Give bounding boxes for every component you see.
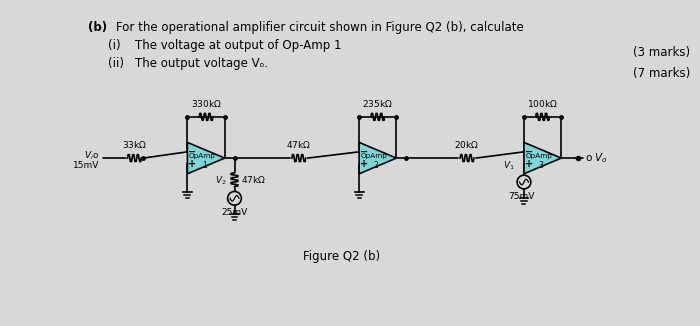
Text: 1: 1 xyxy=(202,161,206,170)
Polygon shape xyxy=(359,142,396,174)
Text: 33k$\Omega$: 33k$\Omega$ xyxy=(122,139,147,150)
Text: 3: 3 xyxy=(538,161,543,170)
Text: The voltage at output of Op-Amp 1: The voltage at output of Op-Amp 1 xyxy=(135,39,342,52)
Text: OpAmp: OpAmp xyxy=(360,153,387,159)
Text: (b): (b) xyxy=(88,21,107,34)
Text: $V_2$: $V_2$ xyxy=(215,174,227,186)
Text: 20k$\Omega$: 20k$\Omega$ xyxy=(454,139,480,150)
Text: 47k$\Omega$: 47k$\Omega$ xyxy=(286,139,312,150)
Polygon shape xyxy=(188,142,225,174)
Text: 47k$\Omega$: 47k$\Omega$ xyxy=(241,174,267,185)
Text: −: − xyxy=(188,147,197,157)
Text: 100k$\Omega$: 100k$\Omega$ xyxy=(527,98,558,109)
Text: 330k$\Omega$: 330k$\Omega$ xyxy=(190,98,221,109)
Text: $V_1$: $V_1$ xyxy=(503,160,515,172)
Text: OpAmp: OpAmp xyxy=(189,153,216,159)
Text: (3 marks): (3 marks) xyxy=(633,46,690,59)
Text: +: + xyxy=(188,159,197,170)
Text: −: − xyxy=(360,147,368,157)
Text: +: + xyxy=(525,159,533,170)
Text: 15mV: 15mV xyxy=(73,161,99,170)
Text: Figure Q2 (b): Figure Q2 (b) xyxy=(303,250,380,263)
Text: −: − xyxy=(525,147,533,157)
Text: 75mV: 75mV xyxy=(508,192,534,201)
Text: (ii): (ii) xyxy=(108,57,124,70)
Text: o $V_o$: o $V_o$ xyxy=(584,151,608,165)
Text: OpAmp: OpAmp xyxy=(525,153,552,159)
Text: 25mV: 25mV xyxy=(221,208,248,217)
Text: 2: 2 xyxy=(373,161,378,170)
Text: +: + xyxy=(360,159,368,170)
Text: (i): (i) xyxy=(108,39,120,52)
Text: 235k$\Omega$: 235k$\Omega$ xyxy=(363,98,393,109)
Text: (7 marks): (7 marks) xyxy=(633,67,690,80)
Text: The output voltage Vₒ.: The output voltage Vₒ. xyxy=(135,57,269,70)
Text: For the operational amplifier circuit shown in Figure Q2 (b), calculate: For the operational amplifier circuit sh… xyxy=(116,21,524,34)
Polygon shape xyxy=(524,142,561,174)
Text: $V_i$o: $V_i$o xyxy=(84,150,99,162)
